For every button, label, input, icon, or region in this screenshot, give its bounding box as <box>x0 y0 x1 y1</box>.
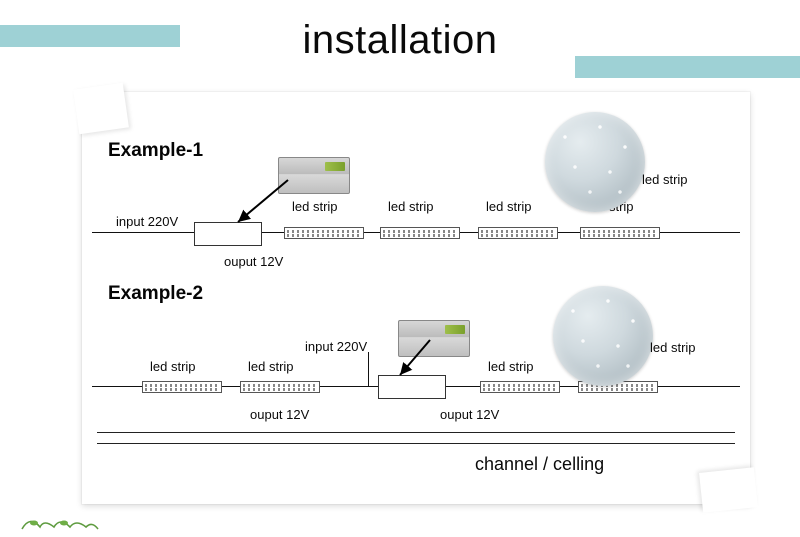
led-strip-label: led strip <box>248 359 294 374</box>
channel-line <box>97 432 735 444</box>
example2-psu-box <box>378 375 446 399</box>
example2-input-label: input 220V <box>305 339 367 354</box>
led-strip-label: led strip <box>488 359 534 374</box>
led-strip-label: led strip <box>388 199 434 214</box>
led-strip <box>142 381 222 393</box>
panel-corner-fold-bottom <box>699 467 758 513</box>
example2-psu-vwire <box>368 352 369 386</box>
led-strip-label: led strip <box>292 199 338 214</box>
led-strip-label: led strip <box>150 359 196 374</box>
example1-magnifier-label: led strip <box>642 172 688 187</box>
led-strip <box>380 227 460 239</box>
led-strip <box>284 227 364 239</box>
example2-psu-image <box>398 320 470 357</box>
example1-title: Example-1 <box>108 140 203 162</box>
example2-output-label: ouput 12V <box>440 407 499 422</box>
example1-magnifier <box>545 112 645 212</box>
led-strip <box>480 381 560 393</box>
example1-input-label: input 220V <box>116 214 178 229</box>
example2-magnifier-label: led strip <box>650 340 696 355</box>
panel-corner-fold <box>73 83 129 135</box>
example1-output-label: ouput 12V <box>224 254 283 269</box>
led-strip <box>580 227 660 239</box>
led-strip <box>240 381 320 393</box>
example1-psu-box <box>194 222 262 246</box>
led-strip <box>478 227 558 239</box>
led-strip-label: led strip <box>486 199 532 214</box>
example2-output-label: ouput 12V <box>250 407 309 422</box>
page-title: installation <box>0 18 800 63</box>
channel-label: channel / celling <box>475 454 604 475</box>
example2-title: Example-2 <box>108 283 203 305</box>
example1-psu-image <box>278 157 350 194</box>
example2-magnifier <box>553 286 653 386</box>
leaf-decoration-icon <box>20 513 100 531</box>
